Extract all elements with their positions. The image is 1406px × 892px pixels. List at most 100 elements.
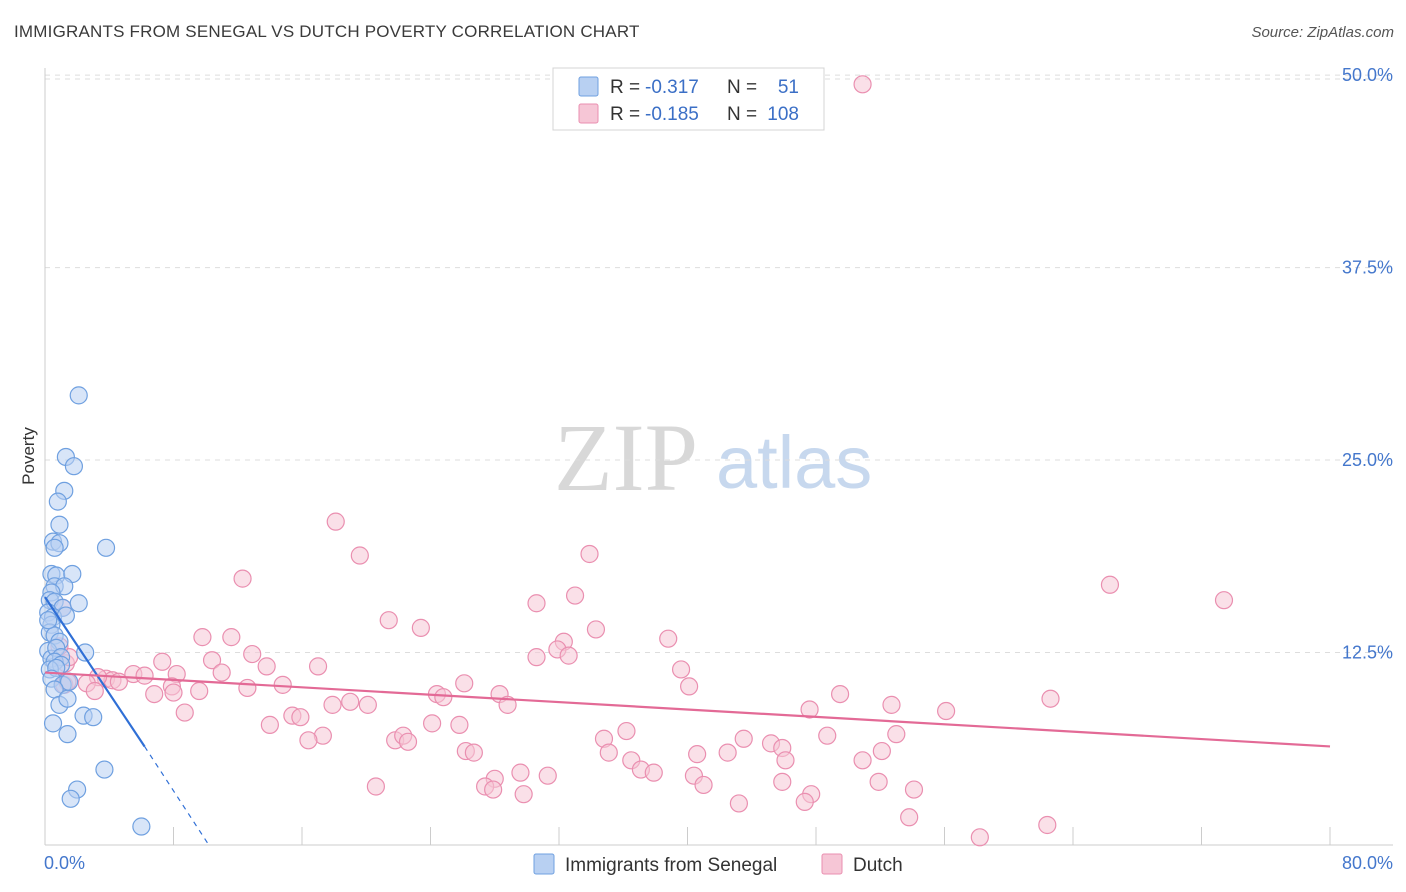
point-pink-3 — [580, 544, 599, 564]
stats-swatch-senegal — [578, 76, 599, 97]
point-blue-43 — [43, 714, 63, 733]
point-pink-0 — [853, 75, 872, 94]
point-pink-54 — [358, 695, 377, 714]
point-blue-29 — [76, 643, 95, 662]
point-pink-19 — [243, 644, 262, 664]
y-tick-label-0: 12.5% — [1342, 643, 1393, 663]
y-tick-label-2: 37.5% — [1342, 258, 1393, 278]
legend-swatch-dutch — [821, 853, 843, 875]
watermark-atlas: atlas — [716, 421, 872, 504]
stats-dutch-r-label: R = — [610, 104, 640, 125]
point-pink-58 — [260, 715, 279, 734]
point-pink-85 — [538, 766, 557, 785]
point-pink-84 — [511, 763, 530, 782]
point-pink-2 — [350, 546, 369, 565]
point-blue-40 — [58, 689, 77, 708]
legend-label-senegal: Immigrants from Senegal — [565, 855, 777, 876]
point-pink-78 — [599, 743, 618, 762]
y-tick-label-3: 50.0% — [1342, 65, 1393, 85]
point-pink-8 — [527, 594, 546, 613]
stats-legend-box: R = -0.317 N = 51 R = -0.185 N = 108 — [552, 67, 825, 131]
point-pink-95 — [869, 772, 888, 791]
point-pink-20 — [257, 657, 276, 676]
point-pink-7 — [565, 586, 585, 605]
point-pink-35 — [238, 678, 257, 698]
chart-title: IMMIGRANTS FROM SENEGAL VS DUTCH POVERTY… — [14, 22, 640, 41]
point-pink-21 — [308, 657, 328, 676]
point-blue-8 — [45, 538, 64, 557]
point-pink-11 — [586, 620, 606, 639]
point-blue-50 — [56, 606, 75, 625]
point-pink-73 — [718, 743, 737, 762]
trend-line-blue-extension — [144, 746, 210, 846]
point-pink-91 — [366, 777, 385, 796]
point-pink-75 — [872, 741, 891, 761]
point-pink-49 — [1041, 689, 1060, 708]
trend-line-blue — [44, 596, 146, 748]
point-pink-53 — [323, 695, 342, 714]
point-pink-39 — [164, 683, 183, 702]
stats-senegal-n-label: N = — [727, 77, 757, 98]
x-tick-label-min: 0.0% — [44, 853, 85, 873]
point-pink-45 — [671, 660, 691, 679]
point-pink-99 — [900, 808, 919, 827]
point-pink-22 — [202, 651, 222, 670]
point-blue-4 — [48, 492, 67, 511]
point-blue-19 — [69, 594, 88, 613]
point-pink-41 — [434, 688, 453, 707]
point-pink-10 — [411, 618, 430, 637]
point-pink-101 — [1038, 815, 1057, 835]
point-pink-44 — [498, 695, 517, 714]
point-blue-47 — [61, 789, 80, 808]
point-blue-5 — [50, 515, 69, 534]
y-axis-label: Poverty — [19, 427, 38, 485]
point-pink-48 — [882, 695, 901, 714]
point-pink-71 — [887, 725, 906, 744]
point-pink-74 — [853, 751, 872, 770]
point-pink-6 — [1214, 591, 1234, 610]
watermark: ZIP atlas — [554, 404, 872, 511]
point-pink-102 — [85, 681, 104, 701]
point-pink-50 — [800, 700, 819, 719]
point-blue-44 — [58, 725, 77, 744]
point-pink-56 — [291, 708, 310, 727]
point-pink-81 — [644, 763, 663, 782]
point-pink-51 — [937, 701, 956, 721]
point-pink-9 — [379, 611, 398, 630]
point-pink-98 — [795, 792, 814, 811]
point-pink-57 — [175, 703, 194, 722]
point-blue-2 — [64, 457, 84, 476]
y-tick-label-1: 25.0% — [1342, 450, 1393, 470]
point-pink-15 — [659, 629, 678, 648]
axes — [44, 68, 1393, 846]
point-pink-4 — [233, 569, 252, 588]
point-blue-0 — [69, 386, 88, 405]
x-tick-label-max: 80.0% — [1342, 853, 1393, 873]
point-pink-5 — [1100, 575, 1120, 594]
point-pink-18 — [559, 646, 578, 665]
series-senegal-points — [39, 386, 151, 836]
point-pink-52 — [341, 692, 360, 711]
point-pink-97 — [729, 794, 749, 813]
y-axis-tick-labels: 12.5% 25.0% 37.5% 50.0% — [1342, 65, 1393, 662]
point-pink-46 — [680, 677, 699, 696]
point-pink-90 — [484, 780, 503, 799]
point-pink-83 — [776, 751, 795, 770]
point-pink-47 — [830, 684, 850, 704]
chart-source: Source: ZipAtlas.com — [1251, 24, 1394, 41]
point-pink-60 — [450, 715, 469, 734]
stats-dutch-r-value: -0.185 — [645, 104, 699, 125]
stats-senegal-n-value: 51 — [778, 77, 799, 98]
point-pink-63 — [299, 731, 318, 750]
point-pink-25 — [212, 663, 231, 682]
point-pink-92 — [514, 785, 533, 804]
stats-senegal-r-value: -0.317 — [645, 77, 699, 98]
point-pink-82 — [688, 745, 707, 764]
point-pink-38 — [145, 684, 164, 704]
legend-label-dutch: Dutch — [853, 855, 903, 876]
point-blue-48 — [132, 817, 151, 836]
point-pink-100 — [970, 828, 989, 847]
point-blue-42 — [84, 708, 103, 727]
point-pink-93 — [773, 772, 792, 791]
